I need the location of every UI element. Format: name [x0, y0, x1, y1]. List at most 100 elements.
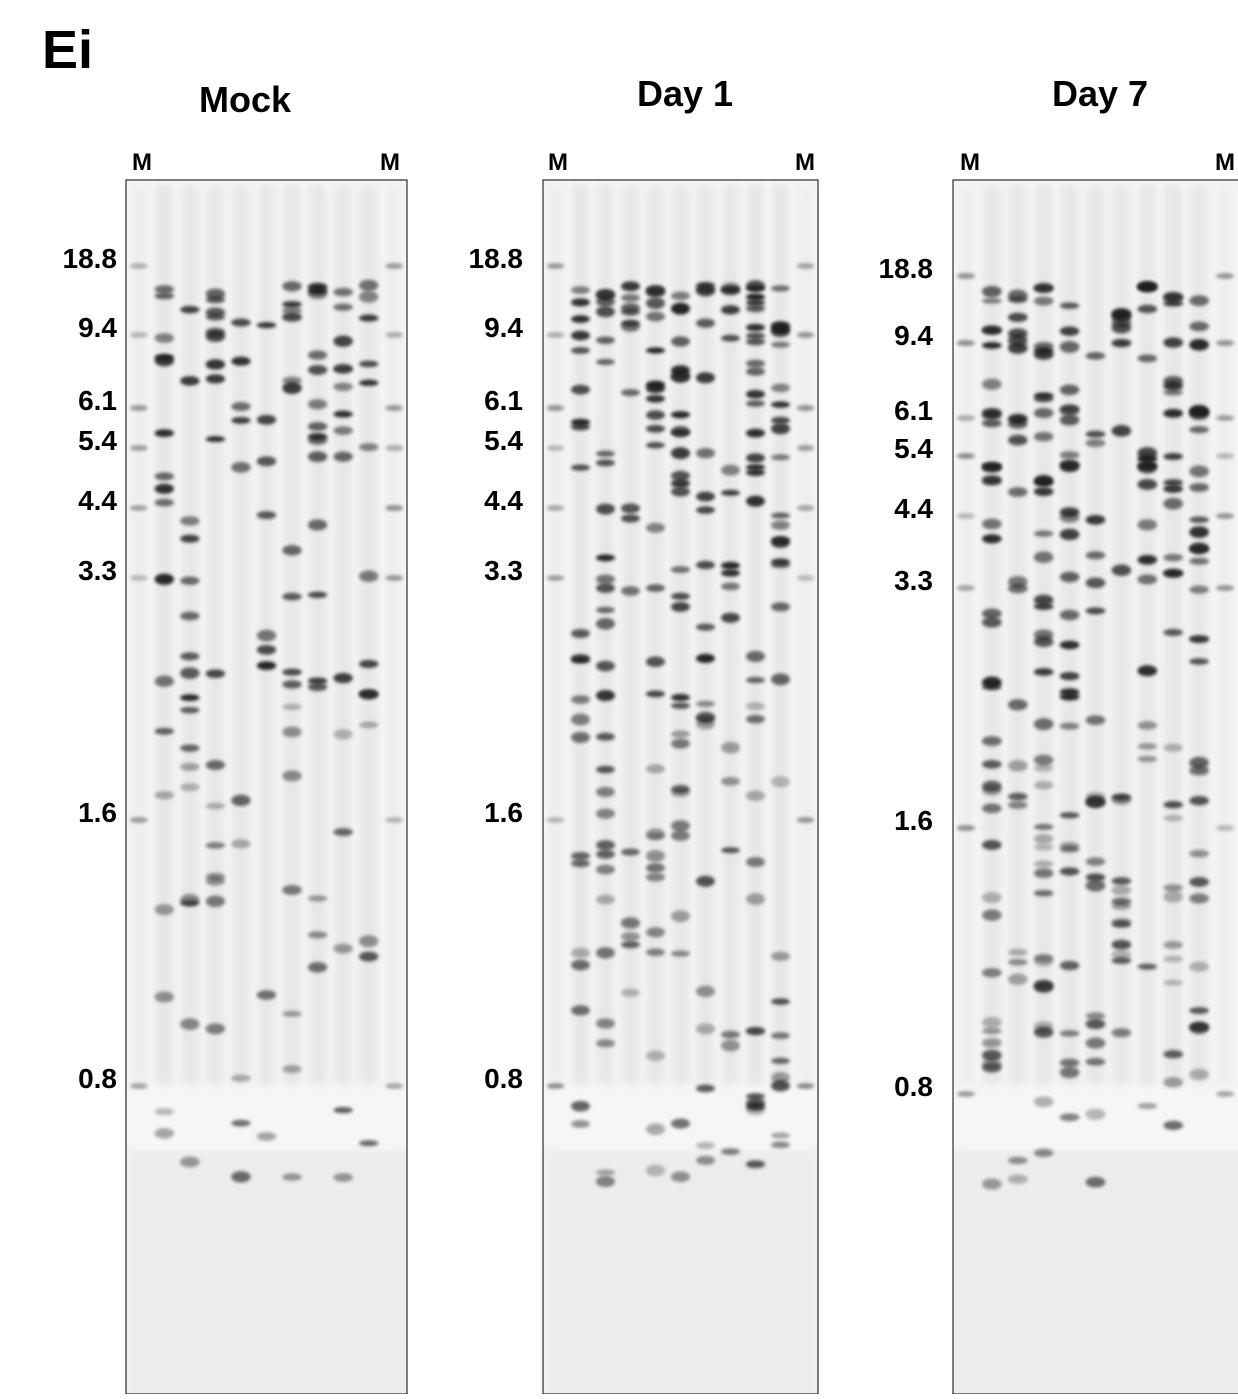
band: [154, 285, 175, 294]
marker-band: [546, 405, 565, 411]
band: [231, 794, 251, 806]
lane-label: M: [795, 149, 815, 176]
band: [307, 435, 328, 445]
band: [1163, 291, 1184, 303]
band: [696, 285, 715, 297]
band: [1059, 571, 1080, 583]
band: [646, 394, 665, 403]
band: [1189, 526, 1209, 539]
band: [646, 383, 665, 394]
band: [1033, 764, 1054, 772]
band: [671, 566, 690, 574]
band: [746, 650, 765, 662]
band: [1033, 843, 1054, 851]
band: [746, 714, 765, 724]
band: [1111, 957, 1132, 965]
band: [696, 318, 715, 328]
band: [621, 940, 640, 949]
band: [571, 1100, 590, 1112]
band: [1033, 1096, 1054, 1108]
band: [746, 323, 765, 332]
band: [1085, 515, 1106, 525]
band: [596, 606, 615, 614]
band: [1085, 857, 1106, 866]
marker-band: [546, 817, 565, 823]
band: [671, 910, 690, 923]
band: [746, 702, 765, 711]
band: [231, 402, 251, 412]
band: [1033, 283, 1054, 293]
band: [1189, 557, 1209, 565]
band: [621, 308, 640, 316]
band: [1007, 1156, 1028, 1165]
band: [205, 1023, 226, 1035]
band: [1059, 384, 1080, 396]
band: [333, 943, 353, 954]
lane-streak: [671, 185, 690, 1085]
band: [205, 669, 226, 678]
band: [205, 802, 226, 810]
band: [1007, 583, 1028, 594]
band: [571, 628, 590, 639]
band: [1189, 756, 1209, 769]
band: [1007, 801, 1028, 810]
marker-band: [129, 575, 148, 581]
band: [1059, 722, 1080, 730]
band: [746, 464, 765, 471]
band: [671, 447, 690, 460]
marker-band: [385, 405, 404, 411]
marker-band: [385, 817, 404, 823]
band: [671, 411, 690, 419]
band: [982, 840, 1002, 850]
band: [154, 790, 175, 800]
band: [1085, 1037, 1106, 1049]
band: [1033, 479, 1054, 486]
band: [1137, 454, 1158, 464]
band: [671, 1118, 690, 1129]
band: [746, 893, 765, 905]
band: [154, 1108, 175, 1116]
band: [696, 491, 715, 502]
band: [671, 336, 690, 347]
band: [1085, 792, 1106, 801]
band: [746, 338, 765, 346]
band: [1007, 312, 1028, 322]
band: [1033, 823, 1054, 831]
band: [1033, 1021, 1054, 1032]
band: [771, 454, 790, 461]
band: [671, 291, 690, 301]
band: [1189, 465, 1209, 478]
band: [1033, 754, 1054, 766]
band: [1033, 834, 1054, 844]
band: [1033, 868, 1054, 879]
band: [696, 653, 715, 663]
band: [696, 713, 715, 723]
band: [671, 1171, 690, 1183]
band: [333, 335, 353, 347]
band: [571, 859, 590, 868]
lane-streak: [308, 185, 327, 1085]
band: [180, 694, 200, 702]
band: [571, 464, 590, 471]
band: [982, 341, 1002, 349]
band: [746, 389, 765, 399]
size-marker-label: 5.4: [484, 425, 523, 456]
band: [1163, 1050, 1184, 1059]
gel-title: Day 7: [1052, 73, 1148, 114]
marker-band: [385, 332, 404, 338]
band: [1189, 1068, 1209, 1081]
band: [205, 288, 226, 300]
band: [721, 582, 740, 591]
band: [333, 287, 353, 297]
band: [333, 1106, 353, 1114]
band: [771, 401, 790, 408]
band: [333, 729, 353, 740]
band: [596, 289, 615, 300]
band: [1059, 693, 1080, 701]
band: [596, 849, 615, 859]
band: [1111, 322, 1132, 334]
band: [1163, 940, 1184, 949]
band: [671, 730, 690, 738]
lane-label: M: [132, 149, 152, 176]
band: [307, 364, 328, 375]
